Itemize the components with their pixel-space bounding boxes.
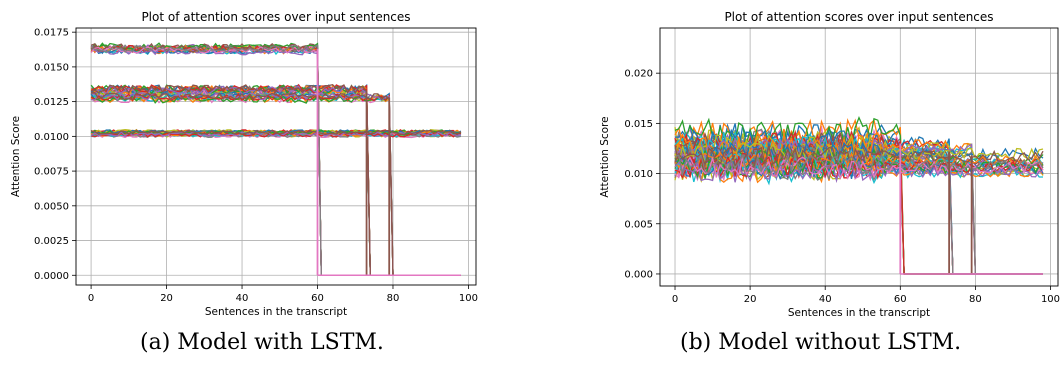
chart-b-svg: Plot of attention scores over input sent… <box>599 10 1060 319</box>
chart-panel-b: Plot of attention scores over input sent… <box>540 0 1060 375</box>
chart-title: Plot of attention scores over input sent… <box>141 10 410 24</box>
series-line <box>90 89 461 276</box>
series-line <box>91 88 461 276</box>
series-line <box>90 91 461 276</box>
series-line <box>91 91 461 276</box>
series-line <box>674 156 1044 181</box>
series-line <box>90 94 461 276</box>
chart-a-svg: Plot of attention scores over input sent… <box>10 10 478 318</box>
series-line <box>90 84 461 276</box>
series-line <box>90 87 461 276</box>
series-line <box>90 87 461 276</box>
series-line <box>90 46 461 276</box>
y-tick-label: 0.0150 <box>34 62 69 73</box>
y-tick-label: 0.0125 <box>34 97 69 108</box>
series-line <box>90 92 461 276</box>
x-tick-label: 40 <box>236 293 249 304</box>
series-line <box>90 84 461 276</box>
series-line <box>90 47 461 276</box>
series-line <box>90 129 462 136</box>
x-tick-label: 80 <box>387 293 400 304</box>
x-tick-label: 100 <box>1041 294 1060 305</box>
caption-b: (b) Model without LSTM. <box>680 330 962 355</box>
series-line <box>91 84 461 276</box>
x-axis-label: Sentences in the transcript <box>788 307 930 319</box>
x-tick-label: 100 <box>459 293 478 304</box>
series-line <box>674 150 1044 175</box>
series-group <box>90 42 462 277</box>
series-line <box>91 85 461 276</box>
series-line <box>90 84 461 276</box>
series-line <box>90 84 461 276</box>
y-tick-label: 0.020 <box>624 69 653 80</box>
series-line <box>90 86 461 276</box>
y-tick-label: 0.005 <box>624 219 653 230</box>
x-tick-label: 40 <box>819 294 832 305</box>
series-line <box>90 93 461 276</box>
x-tick-label: 0 <box>88 293 94 304</box>
y-tick-label: 0.0075 <box>34 167 69 178</box>
x-tick-label: 60 <box>894 294 907 305</box>
x-tick-label: 20 <box>160 293 173 304</box>
series-line <box>91 92 461 276</box>
y-tick-label: 0.0050 <box>34 201 69 212</box>
y-tick-label: 0.000 <box>624 269 653 280</box>
y-tick-label: 0.0175 <box>34 28 69 39</box>
caption-a: (a) Model with LSTM. <box>140 330 384 355</box>
y-tick-label: 0.010 <box>624 169 653 180</box>
y-tick-label: 0.0025 <box>34 236 69 247</box>
series-line <box>674 141 1044 167</box>
series-line <box>90 93 461 276</box>
series-line <box>90 46 461 276</box>
series-line <box>90 84 461 276</box>
x-tick-label: 20 <box>744 294 757 305</box>
series-line <box>674 159 1044 184</box>
y-axis-label: Attention Score <box>599 116 611 197</box>
series-line <box>90 90 461 276</box>
y-tick-label: 0.0100 <box>34 132 69 143</box>
series-line <box>90 92 461 276</box>
series-line <box>90 95 461 276</box>
x-tick-label: 0 <box>672 294 678 305</box>
series-line <box>674 155 1044 180</box>
plot-frame <box>659 27 1059 287</box>
plot-frame <box>75 27 477 286</box>
series-line <box>674 152 1044 178</box>
chart-panel-a: Plot of attention scores over input sent… <box>0 0 500 375</box>
series-line <box>674 145 1044 168</box>
grid <box>76 28 476 285</box>
y-tick-label: 0.015 <box>624 119 653 130</box>
series-line <box>90 131 461 137</box>
series-line <box>91 46 461 276</box>
series-line <box>90 83 461 276</box>
series-line <box>90 45 461 276</box>
series-line <box>90 95 461 276</box>
x-tick-label: 60 <box>311 293 324 304</box>
x-tick-label: 80 <box>969 294 982 305</box>
series-line <box>90 47 461 276</box>
series-line <box>90 85 461 276</box>
series-line <box>90 83 461 276</box>
y-tick-label: 0.0000 <box>34 271 69 282</box>
series-group <box>674 116 1044 275</box>
x-axis-label: Sentences in the transcript <box>205 306 347 318</box>
chart-title: Plot of attention scores over input sent… <box>724 10 993 24</box>
series-line <box>91 83 461 276</box>
series-line <box>90 87 461 276</box>
y-axis-label: Attention Score <box>10 116 22 197</box>
